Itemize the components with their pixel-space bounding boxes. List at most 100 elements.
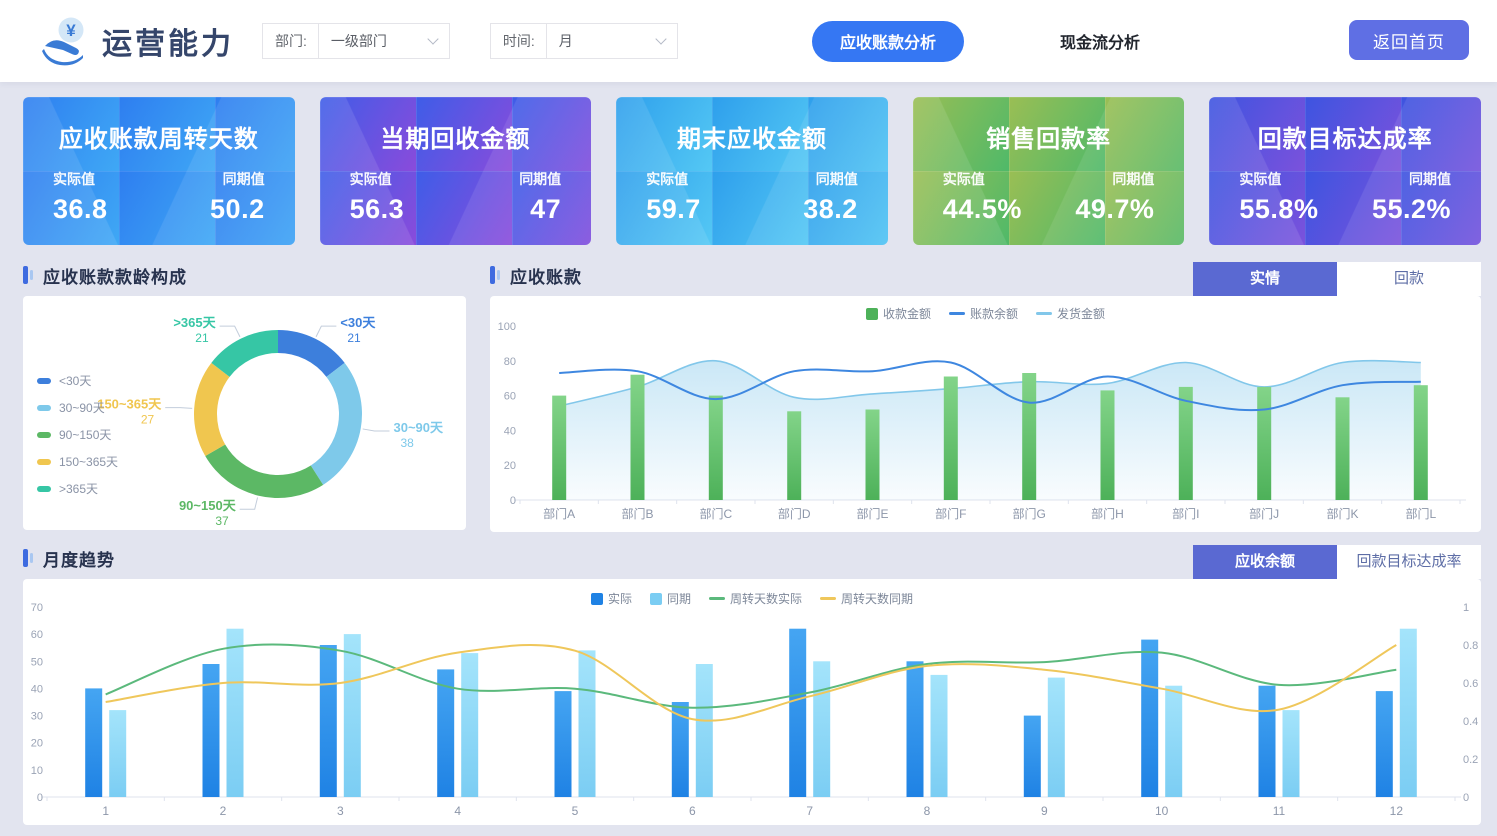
tab-repayment[interactable]: 回款 [1337, 262, 1481, 296]
actual-value: 59.7 [646, 194, 701, 224]
svg-text:20: 20 [31, 738, 43, 750]
legend-swatch [37, 485, 51, 492]
kpi-title: 期末应收金额 [676, 126, 827, 153]
legend-label: 周转天数同期 [841, 592, 914, 606]
kpi-title: 当期回收金额 [380, 126, 531, 153]
svg-text:80: 80 [504, 356, 516, 368]
back-home-button[interactable]: 返回首页 [1349, 20, 1469, 60]
title-marker-icon [497, 270, 500, 280]
svg-text:21: 21 [195, 331, 209, 345]
legend-item[interactable]: <30天 [37, 372, 118, 389]
title-marker-icon [490, 266, 495, 284]
legend-swatch [649, 592, 662, 605]
period-value: 47 [530, 194, 562, 224]
legend-item[interactable]: 同期 [649, 590, 691, 607]
svg-text:3: 3 [337, 804, 344, 818]
svg-text:部门H: 部门H [1091, 506, 1124, 521]
kpi-title: 销售回款率 [986, 126, 1112, 153]
actual-label: 实际值 [53, 171, 95, 187]
svg-text:50: 50 [31, 656, 43, 668]
actual-label: 实际值 [349, 171, 392, 187]
aging-panel-title: 应收账款款龄构成 [43, 267, 187, 287]
legend-item[interactable]: 150~365天 [37, 453, 118, 470]
legend-item[interactable]: 周转天数实际 [709, 590, 802, 607]
legend-item[interactable]: 发货金额 [1036, 305, 1105, 322]
time-select[interactable]: 月 [545, 23, 678, 59]
tab-target-achievement[interactable]: 回款目标达成率 [1337, 545, 1481, 579]
svg-text:0: 0 [1463, 792, 1469, 804]
time-filter: 时间: 月 [489, 23, 678, 59]
legend-label: 收款金额 [882, 307, 931, 321]
svg-text:21: 21 [347, 331, 361, 345]
svg-text:部门L: 部门L [1405, 506, 1436, 521]
legend-swatch [1036, 312, 1052, 315]
svg-text:部门F: 部门F [935, 506, 966, 521]
tab-cashflow-analysis[interactable]: 现金流分析 [1060, 29, 1140, 53]
tab-actual[interactable]: 实情 [1193, 262, 1337, 296]
actual-value: 55.8% [1239, 194, 1319, 224]
legend-label: 周转天数实际 [730, 592, 803, 606]
actual-value: 36.8 [53, 194, 108, 224]
period-value: 49.7% [1075, 194, 1155, 224]
svg-text:0.6: 0.6 [1463, 678, 1478, 690]
period-value: 55.2% [1371, 194, 1451, 224]
legend-item[interactable]: 周转天数同期 [820, 590, 913, 607]
legend-item[interactable]: 实际 [590, 590, 632, 607]
tab-receivable-balance[interactable]: 应收余额 [1193, 545, 1337, 579]
kpi-title: 应收账款周转天数 [58, 126, 259, 153]
legend-swatch [709, 597, 725, 600]
svg-text:37: 37 [215, 514, 229, 528]
svg-text:10: 10 [1155, 804, 1169, 818]
monthly-panel-title: 月度趋势 [43, 550, 115, 570]
receivable-legend: 收款金额 账款余额 发货金额 [490, 305, 1481, 322]
legend-label: 发货金额 [1057, 307, 1106, 321]
title-marker-icon [23, 549, 28, 567]
time-select-value: 月 [558, 33, 573, 49]
actual-label: 实际值 [942, 171, 985, 187]
svg-text:部门D: 部门D [778, 506, 811, 521]
svg-text:60: 60 [504, 391, 516, 403]
title-marker-icon [30, 553, 33, 563]
legend-label: 150~365天 [59, 455, 119, 469]
receivable-tabs: 实情 回款 [1193, 262, 1481, 296]
svg-text:2: 2 [220, 804, 227, 818]
top-nav: 应收账款分析 现金流分析 [812, 0, 1140, 82]
svg-text:150~365天: 150~365天 [97, 397, 162, 412]
kpi-card-current-collection: 当期回收金额 实际值 56.3 同期值 47 [319, 97, 592, 245]
filter-bar: 部门: 一级部门 时间: 月 [262, 23, 678, 59]
svg-text:<30天: <30天 [340, 315, 376, 330]
app-logo-icon: ¥ [42, 17, 84, 66]
svg-text:100: 100 [498, 321, 516, 333]
legend-item[interactable]: 收款金额 [865, 305, 931, 322]
title-marker-icon [23, 266, 28, 284]
svg-text:部门E: 部门E [856, 506, 888, 521]
department-select[interactable]: 一级部门 [317, 23, 450, 59]
actual-label: 实际值 [1239, 171, 1282, 187]
time-filter-label: 时间: [502, 33, 535, 49]
svg-text:27: 27 [141, 413, 155, 427]
legend-item[interactable]: 90~150天 [37, 426, 118, 443]
svg-text:40: 40 [31, 683, 43, 695]
svg-text:5: 5 [572, 804, 579, 818]
kpi-card-collection-rate: 销售回款率 实际值 44.5% 同期值 49.7% [912, 97, 1185, 245]
legend-item[interactable]: >365天 [37, 480, 118, 497]
legend-item[interactable]: 30~90天 [37, 399, 118, 416]
svg-text:部门C: 部门C [699, 506, 732, 521]
legend-label: 30~90天 [59, 401, 105, 415]
svg-text:部门K: 部门K [1326, 506, 1358, 521]
monthly-legend: 实际 同期 周转天数实际 周转天数同期 [23, 590, 1481, 607]
period-label: 同期值 [1112, 171, 1155, 187]
legend-label: 90~150天 [59, 428, 112, 442]
legend-item[interactable]: 账款余额 [948, 305, 1018, 322]
legend-label: <30天 [59, 374, 92, 388]
legend-label: >365天 [59, 482, 99, 496]
department-select-value: 一级部门 [330, 33, 387, 49]
aging-legend: <30天 30~90天 90~150天 150~365天 >365天 [37, 372, 118, 497]
svg-text:70: 70 [31, 602, 43, 614]
svg-text:30: 30 [31, 711, 43, 723]
department-filter: 部门: 一级部门 [262, 23, 450, 59]
period-value: 50.2 [210, 194, 265, 224]
tab-receivable-analysis[interactable]: 应收账款分析 [812, 20, 965, 62]
